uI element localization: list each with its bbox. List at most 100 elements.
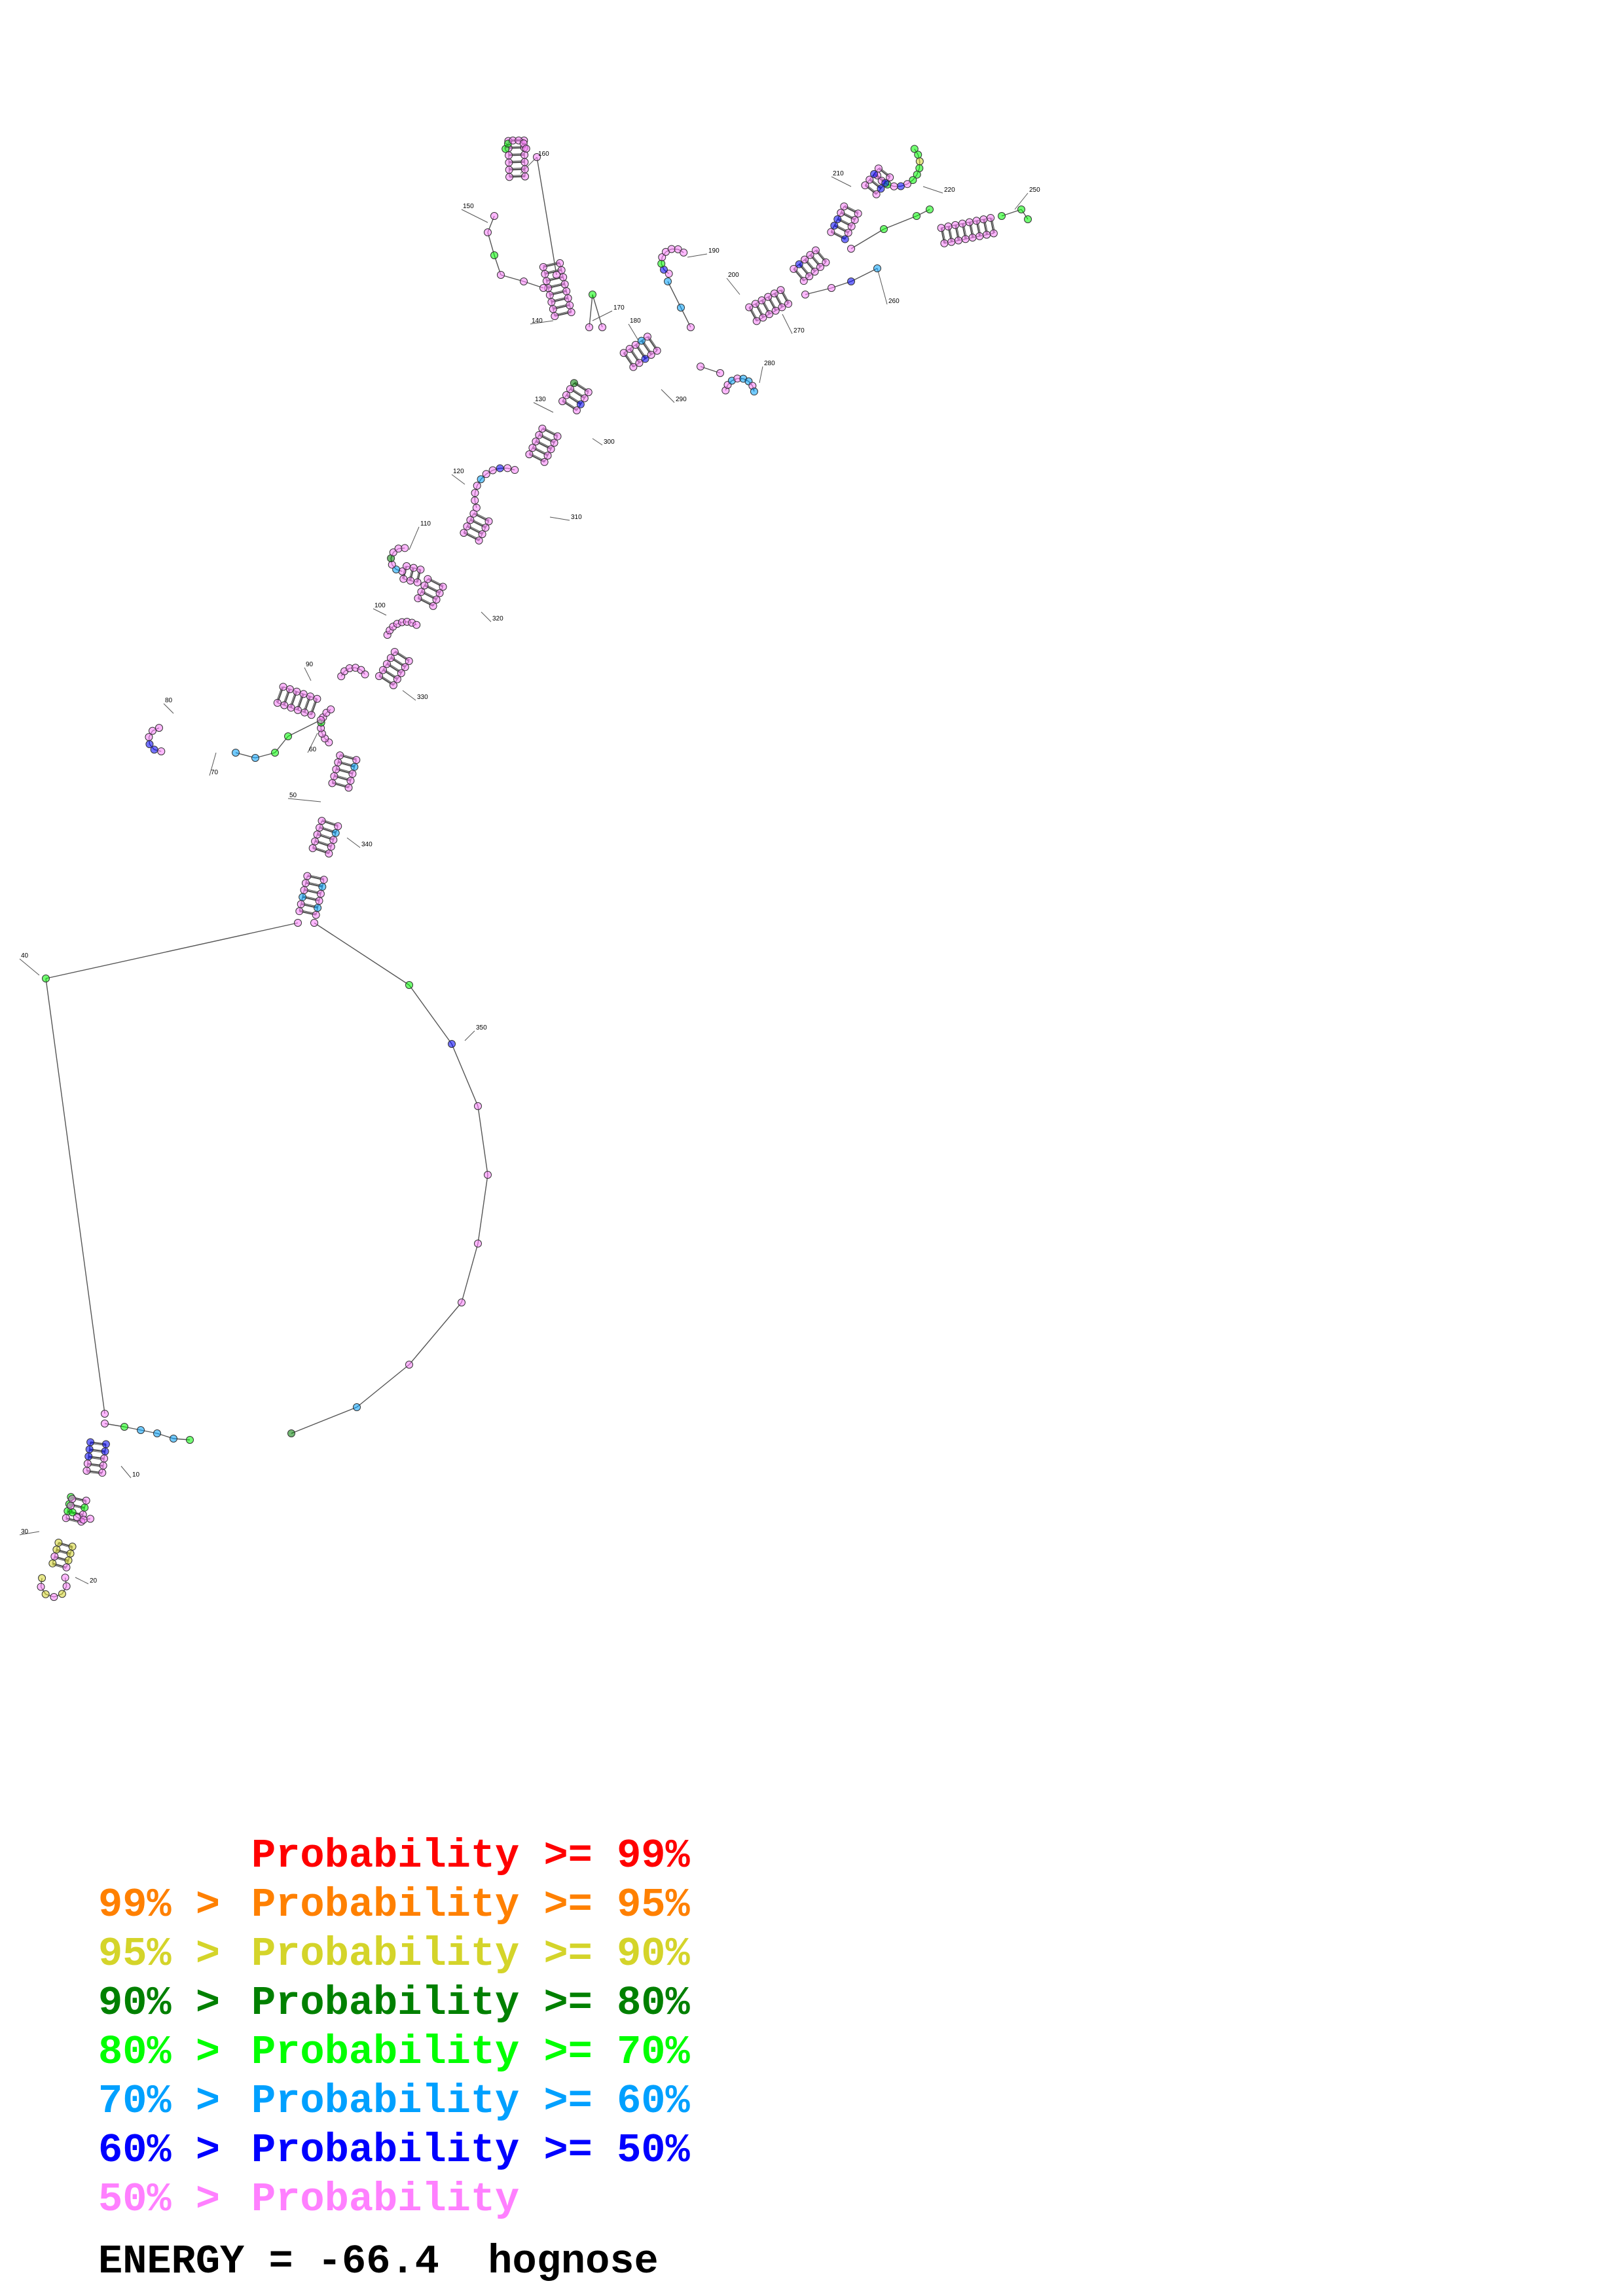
nucleotide xyxy=(313,831,321,839)
nucleotide xyxy=(584,388,593,397)
nucleotide xyxy=(880,225,888,233)
position-label: 270 xyxy=(793,327,805,334)
nucleotide xyxy=(297,900,305,908)
nucleotide xyxy=(86,1438,95,1446)
position-label: 80 xyxy=(165,697,173,704)
nucleotide xyxy=(795,260,803,268)
legend-range: 90% > xyxy=(98,1980,245,2026)
nucleotide xyxy=(150,745,158,754)
nucleotide xyxy=(677,304,685,312)
legend-range: 60% > xyxy=(98,2127,245,2174)
nucleotide xyxy=(294,919,302,927)
nucleotide xyxy=(866,175,874,184)
nucleotide xyxy=(972,217,981,225)
legend-label: Probability >= 99% xyxy=(251,1833,690,1879)
legend-label: Probability >= 60% xyxy=(251,2078,690,2125)
nucleotide xyxy=(137,1426,145,1434)
nucleotide xyxy=(100,1454,109,1463)
nucleotide xyxy=(886,173,894,181)
legend-entry: 50% > Probability xyxy=(98,2179,519,2220)
nucleotide xyxy=(926,206,934,213)
nucleotide xyxy=(399,575,408,583)
nucleotide xyxy=(42,975,50,982)
position-label: 210 xyxy=(833,170,844,177)
nucleotide xyxy=(429,601,437,610)
nucleotide xyxy=(293,706,302,714)
legend-entry: 70% > Probability >= 60% xyxy=(98,2081,690,2122)
nucleotide xyxy=(538,424,547,433)
nucleotide xyxy=(316,823,324,832)
nucleotide xyxy=(947,238,956,246)
nucleotide xyxy=(940,239,949,247)
position-label: 250 xyxy=(1029,187,1040,194)
nucleotide xyxy=(944,223,953,231)
nucleotide xyxy=(545,291,554,299)
nucleotide xyxy=(750,387,758,396)
nucleotide xyxy=(319,876,328,884)
nucleotide xyxy=(327,705,335,713)
nucleotide xyxy=(306,692,314,701)
position-label: 300 xyxy=(604,439,615,446)
nucleotide xyxy=(317,716,325,724)
nucleotide xyxy=(311,837,319,846)
nucleotide xyxy=(533,153,541,161)
nucleotide xyxy=(784,300,793,308)
nucleotide xyxy=(314,904,322,912)
nucleotide xyxy=(86,1515,94,1523)
nucleotide xyxy=(307,711,316,719)
nucleotide xyxy=(641,355,649,363)
nucleotide xyxy=(478,530,486,539)
position-label: 340 xyxy=(361,841,373,848)
nucleotide xyxy=(877,185,885,193)
position-label: 350 xyxy=(476,1024,487,1031)
nucleotide xyxy=(598,323,606,331)
nucleotide xyxy=(827,228,835,236)
legend-label: Probability xyxy=(251,2176,520,2223)
position-label: 110 xyxy=(420,520,431,528)
nucleotide xyxy=(490,251,498,259)
nucleotide xyxy=(308,844,317,852)
nucleotide xyxy=(484,1171,492,1179)
position-label: 120 xyxy=(453,468,464,475)
nucleotide xyxy=(332,765,340,774)
nucleotide xyxy=(541,270,549,278)
nucleotide xyxy=(463,522,471,531)
nucleotide xyxy=(82,1467,91,1475)
position-label: 150 xyxy=(463,203,474,210)
nucleotide xyxy=(1017,206,1025,213)
position-label: 50 xyxy=(289,792,297,799)
nucleotide xyxy=(619,349,628,357)
nucleotide xyxy=(393,675,401,683)
nucleotide xyxy=(331,829,340,837)
nucleotide xyxy=(562,287,571,295)
nucleotide xyxy=(68,1543,77,1551)
nucleotide xyxy=(420,581,429,590)
nucleotide xyxy=(82,1496,90,1505)
nucleotide xyxy=(388,560,396,569)
nucleotide xyxy=(488,466,497,475)
nucleotide xyxy=(273,698,282,707)
position-label: 310 xyxy=(571,514,582,521)
nucleotide xyxy=(416,565,425,574)
nucleotide xyxy=(85,1445,94,1454)
nucleotide xyxy=(816,262,824,271)
legend-label: Probability >= 90% xyxy=(251,1931,690,1977)
nucleotide xyxy=(148,726,156,735)
position-label: 130 xyxy=(535,396,546,403)
nucleotide xyxy=(989,229,998,238)
nucleotide xyxy=(325,850,333,858)
nucleotide xyxy=(458,1299,465,1306)
nucleotide xyxy=(310,919,318,927)
nucleotide xyxy=(477,475,485,484)
nucleotide xyxy=(987,213,995,222)
nucleotide xyxy=(153,1429,161,1437)
nucleotide xyxy=(915,157,924,166)
nucleotide xyxy=(327,842,335,851)
nucleotide xyxy=(841,235,849,243)
nucleotide xyxy=(50,1552,59,1561)
nucleotide xyxy=(503,464,512,473)
nucleotide xyxy=(301,708,309,717)
legend-label: Probability >= 80% xyxy=(251,1980,690,2026)
energy-text: ENERGY = -66.4 hognose xyxy=(98,2238,659,2285)
nucleotide xyxy=(697,363,704,370)
